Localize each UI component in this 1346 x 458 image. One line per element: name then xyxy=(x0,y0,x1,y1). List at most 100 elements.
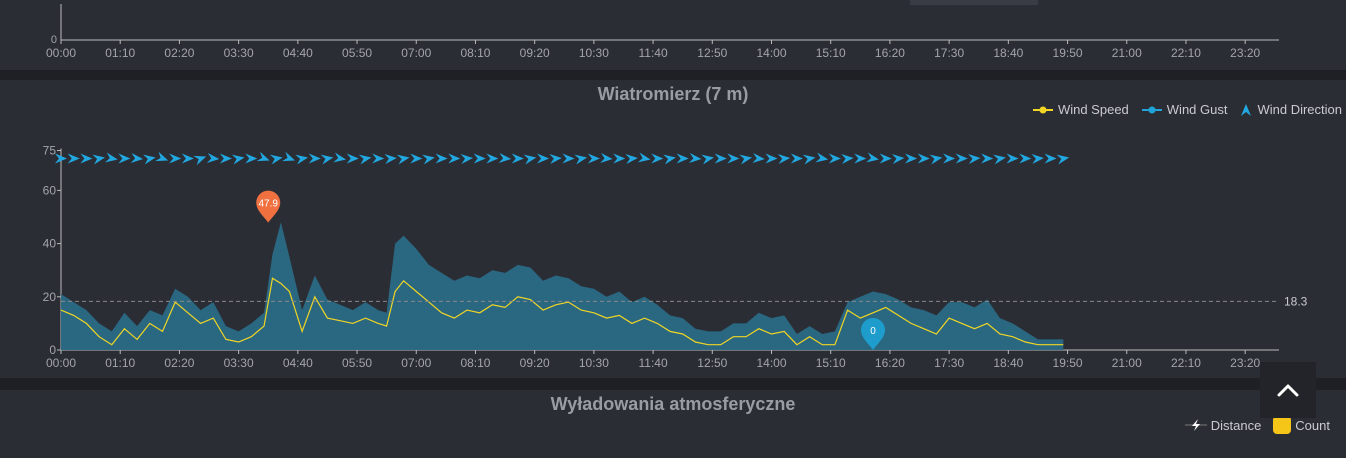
wind-x-tick-label: 12:50 xyxy=(697,356,727,370)
top-chart-panel: 0 00:00 01:10 02:20 03:30 04:40 05:50 07:00 08:1… xyxy=(0,0,1346,70)
wind-y-tick-label: 0 xyxy=(49,343,56,357)
chevron-up-icon xyxy=(1277,384,1299,397)
wind-chart-panel: Wiatromierz (7 m) Wind Speed Wind Gust W… xyxy=(0,80,1346,378)
legend-wind-gust-label: Wind Gust xyxy=(1166,102,1228,117)
wind-direction-arrow-shape xyxy=(727,153,740,164)
wind-x-tick-label: 22:10 xyxy=(1171,356,1201,370)
wind-direction-arrow xyxy=(130,152,144,163)
wind-x-tick-label: 04:40 xyxy=(283,356,313,370)
wind-direction-arrow-shape xyxy=(739,154,753,165)
wind-direction-arrow-shape xyxy=(372,153,385,164)
top-x-tick-label: 22:10 xyxy=(1171,46,1201,60)
legend-count-label: Count xyxy=(1295,417,1330,433)
wind-direction-arrow-shape xyxy=(765,153,778,164)
wind-direction-arrow xyxy=(320,154,334,165)
wind-direction-arrow xyxy=(92,154,106,165)
wind-direction-arrow-shape xyxy=(358,154,372,165)
wind-direction-arrow xyxy=(815,152,829,163)
top-x-tick-label: 23:20 xyxy=(1230,46,1260,60)
wind-direction-arrow xyxy=(256,151,270,162)
wind-x-tick-label: 14:00 xyxy=(756,356,786,370)
wind-x-tick-label: 15:10 xyxy=(816,356,846,370)
wind-x-tick-label: 11:40 xyxy=(639,356,668,370)
wind-direction-arrow-shape xyxy=(587,153,600,164)
wind-direction-arrow-shape xyxy=(688,152,702,163)
wind-direction-arrow xyxy=(308,153,321,164)
min-marker: 0 xyxy=(861,318,885,350)
top-x-tick-label: 09:20 xyxy=(520,46,550,60)
wind-x-tick-label: 01:10 xyxy=(105,356,135,370)
wind-direction-arrow-shape xyxy=(269,154,283,165)
wind-direction-arrow xyxy=(511,153,524,164)
legend-count[interactable]: Count xyxy=(1273,416,1330,434)
wind-direction-arrow xyxy=(448,153,461,164)
legend-wind-direction-label: Wind Direction xyxy=(1257,102,1342,117)
wind-direction-arrow xyxy=(676,153,689,164)
top-x-tick-label: 16:20 xyxy=(875,46,905,60)
wind-direction-arrow xyxy=(905,153,918,164)
wind-direction-arrow xyxy=(562,153,575,164)
wind-direction-arrow-shape xyxy=(574,154,588,165)
scroll-to-top-button[interactable] xyxy=(1260,362,1316,418)
wind-direction-arrow-shape xyxy=(802,154,816,165)
wind-direction-arrow-shape xyxy=(498,152,512,163)
top-x-tick-label: 21:00 xyxy=(1112,46,1142,60)
wind-direction-arrow-shape xyxy=(651,153,664,164)
legend-wind-direction[interactable]: Wind Direction xyxy=(1239,102,1342,117)
legend-wind-gust[interactable]: Wind Gust xyxy=(1141,102,1228,117)
wind-direction-arrow-shape xyxy=(486,153,499,164)
wind-speed-line xyxy=(60,277,1064,346)
wind-direction-arrow xyxy=(841,154,854,165)
wind-direction-arrow-shape xyxy=(55,153,67,164)
wind-direction-arrow-shape xyxy=(67,153,80,164)
wind-direction-arrow xyxy=(460,154,473,165)
storm-chart-title: Wyładowania atmosferyczne xyxy=(550,394,796,414)
wind-y-tick-label: 40 xyxy=(43,237,57,251)
wind-direction-arrow-shape xyxy=(435,153,448,164)
wind-direction-arrow xyxy=(714,153,727,164)
wind-direction-arrow-shape xyxy=(676,153,689,164)
wind-x-tick-label: 17:30 xyxy=(934,356,964,370)
wind-direction-arrow-shape xyxy=(118,153,131,164)
wind-direction-arrow xyxy=(282,151,296,162)
wind-direction-arrow-shape xyxy=(410,153,423,164)
wind-direction-arrow-shape xyxy=(929,154,943,165)
legend-wind-speed[interactable]: Wind Speed xyxy=(1032,102,1129,117)
legend-distance[interactable]: Distance xyxy=(1184,417,1262,433)
wind-direction-arrow xyxy=(917,153,930,164)
wind-x-tick-label: 23:20 xyxy=(1230,356,1260,370)
max-marker-shape xyxy=(256,190,281,223)
wind-direction-arrow xyxy=(435,153,448,164)
wind-direction-arrow-shape xyxy=(917,153,930,164)
wind-direction-arrow xyxy=(396,154,410,165)
storm-chart-panel: Wyładowania atmosferyczne Distance Count xyxy=(0,390,1346,458)
wind-direction-arrow-shape xyxy=(701,154,715,165)
wind-direction-arrow xyxy=(410,153,423,164)
wind-direction-arrow xyxy=(1044,153,1057,164)
max-marker: 47.9 xyxy=(256,190,281,223)
wind-direction-arrow xyxy=(1006,153,1019,164)
top-x-tick-label: 10:30 xyxy=(579,46,609,60)
wind-chart-svg: 0 20 40 60 75 00:00 01:10 02:20 03:30 04:40 05:50 0… xyxy=(43,144,1308,371)
top-chart-svg: 000:00 01:10 02:20 03:30 04:40 05:50 07:00 08:1… xyxy=(46,4,1279,60)
wind-direction-arrow-shape xyxy=(130,152,144,163)
wind-direction-arrow xyxy=(537,153,550,164)
wind-direction-arrow xyxy=(688,152,702,163)
top-x-tick-label: 00:00 xyxy=(46,46,76,60)
arrow-icon xyxy=(1241,103,1252,116)
wind-direction-arrow-shape xyxy=(460,154,473,165)
wind-direction-arrow xyxy=(891,154,905,165)
wind-direction-arrow xyxy=(333,152,347,163)
wind-direction-arrow-shape xyxy=(92,154,106,165)
wind-direction-arrow xyxy=(549,154,562,165)
wind-direction-arrow-shape xyxy=(295,154,309,165)
wind-x-tick-label: 08:10 xyxy=(460,356,490,370)
wind-x-tick-label: 16:20 xyxy=(875,356,905,370)
wind-direction-arrow xyxy=(613,153,626,164)
wind-direction-arrow xyxy=(422,154,435,165)
top-x-tick-label: 03:30 xyxy=(224,46,254,60)
wind-direction-arrow-shape xyxy=(613,153,626,164)
legend-distance-label: Distance xyxy=(1210,417,1262,433)
wind-gust-area xyxy=(61,222,1064,350)
wind-direction-arrow xyxy=(1031,154,1044,165)
